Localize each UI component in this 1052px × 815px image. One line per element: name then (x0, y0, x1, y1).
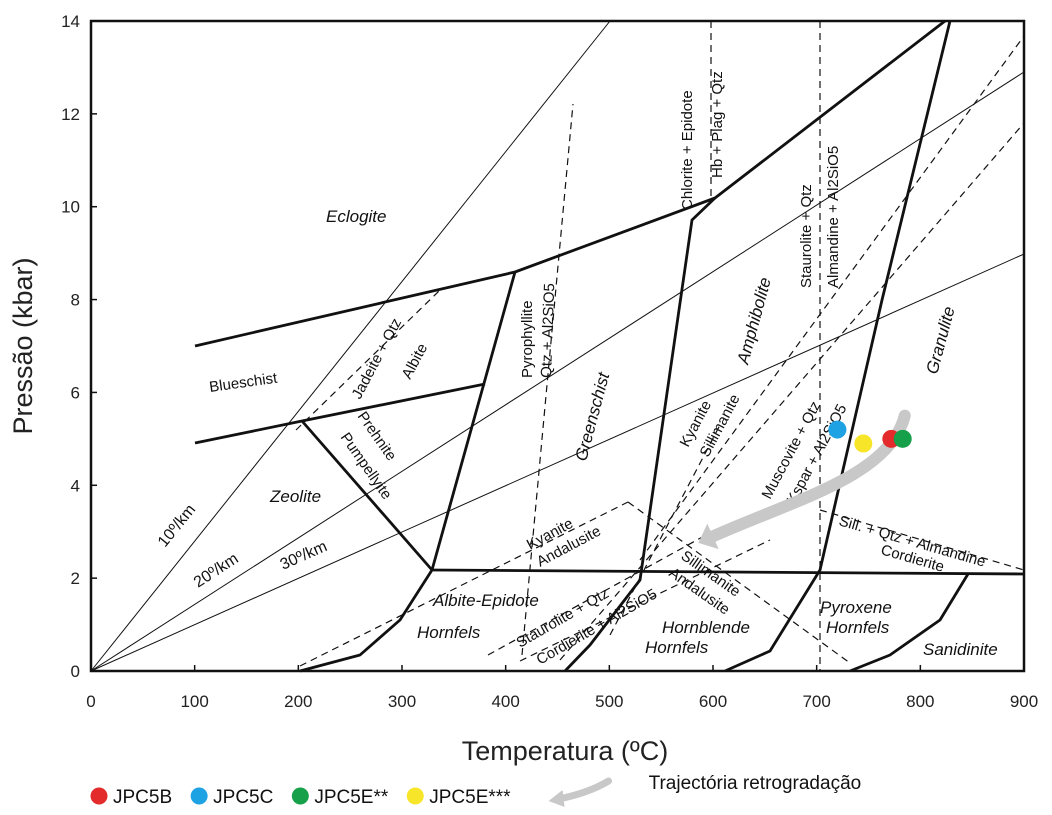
data-point-jpc5ess (893, 429, 912, 448)
prehnite-greenschist-boundary (299, 271, 517, 673)
reaction-label-pyrophyllite: Pyrophyllite (519, 300, 536, 378)
sample-points (828, 420, 912, 453)
x-tick-label: 300 (388, 692, 416, 711)
y-tick-label: 6 (71, 383, 80, 402)
facies-label-zeolite: Zeolite (269, 487, 321, 506)
x-tick-label: 0 (86, 692, 95, 711)
reaction-label-albite: Albite (399, 341, 432, 382)
reaction-label-jadeite: Jadeite + Qtz (349, 315, 406, 401)
legend-trajectory-label: Trajectória retrogradação (649, 773, 862, 794)
x-tick-label: 400 (491, 692, 519, 711)
sanidinite-boundary (849, 573, 970, 673)
facies-label-greenschist: Greenschist (572, 369, 614, 463)
staurolite-cordierite-line (519, 539, 771, 662)
zeolite-prehnite-boundary (300, 420, 434, 571)
facies-label-granulite: Granulite (923, 304, 959, 376)
andalusite-kyanite-line (299, 501, 629, 667)
y-tick-label: 2 (71, 569, 80, 588)
reaction-label-qtz-al2sio5-1: Qtz + Al2SiO5 (538, 283, 558, 378)
facies-label-amphibolite: Amphibolite (733, 275, 775, 367)
y-tick-label: 4 (71, 476, 80, 495)
facies-label-hornfels-3: Hornfels (826, 618, 890, 637)
legend-trajectory-arrowhead (548, 790, 565, 807)
y-tick-labels: 0 2 4 6 8 10 12 14 (61, 12, 80, 681)
y-tick-label: 10 (61, 198, 80, 217)
legend-marker (291, 787, 309, 805)
upper-kyanite-dash (609, 424, 721, 636)
x-tick-labels: 0 100 200 300 400 500 600 700 800 900 (86, 692, 1038, 711)
geotherm-10-line (90, 20, 611, 672)
y-tick-label: 0 (71, 662, 80, 681)
y-axis-title: Pressão (kbar) (8, 257, 38, 434)
facies-label-sanidinite: Sanidinite (923, 640, 998, 659)
facies-boundaries (194, 19, 1025, 673)
x-tick-label: 600 (699, 692, 727, 711)
lower-greenschist-dash (487, 534, 707, 656)
y-tick-label: 12 (61, 105, 80, 124)
legend-label: JPC5E*** (429, 787, 511, 808)
andalusite-sillimanite-line (627, 501, 851, 664)
reaction-label-staurolite-1: Staurolite + Qtz (798, 184, 815, 288)
legend-trajectory-arrow (555, 777, 613, 803)
x-axis-title: Temperatura (ºC) (462, 736, 668, 766)
data-point-jpc5c (828, 420, 847, 439)
y-tick-label: 14 (61, 12, 80, 31)
legend-marker (406, 787, 424, 805)
geotherm-20-line (90, 71, 1025, 672)
blueschist-boundary (194, 382, 486, 445)
legend-marker (190, 787, 208, 805)
x-tick-label: 700 (802, 692, 830, 711)
facies-label-hornfels-2: Hornfels (645, 638, 709, 657)
geotherm-labels: 10º/km 20º/km 30º/km (155, 501, 330, 591)
legend-label: JPC5B (113, 787, 172, 808)
x-tick-label: 200 (284, 692, 312, 711)
greenschist-amphibolite-boundary (563, 196, 716, 672)
facies-label-hornfels-1: Hornfels (417, 623, 481, 642)
tick-marks (90, 20, 1025, 672)
x-tick-label: 500 (595, 692, 623, 711)
facies-label-blueschist: Blueschist (208, 369, 279, 395)
legend-marker (90, 787, 108, 805)
reaction-label-almandine: Almandine + Al2SiO5 (825, 146, 842, 288)
muscovite-line (559, 122, 1025, 661)
amphibolite-granulite-boundary (724, 20, 952, 673)
legend-label: JPC5C (213, 787, 273, 808)
data-point-jpc5esss (854, 434, 873, 453)
x-tick-label: 900 (1010, 692, 1038, 711)
x-tick-label: 800 (906, 692, 934, 711)
reaction-label-hb-plag: Hb + Plag + Qtz (709, 71, 726, 178)
geotherm-label-20: 20º/km (191, 550, 242, 591)
legend: JPC5B JPC5C JPC5E** JPC5E*** Trajectória ret… (90, 773, 862, 808)
legend-label: JPC5E** (314, 787, 389, 808)
reaction-labels: Jadeite + Qtz Albite Pyrophyllite Qtz + … (349, 71, 988, 668)
reaction-lines (295, 21, 1025, 671)
reaction-label-chlorite: Chlorite + Epidote (679, 90, 696, 210)
pyrophyllite-line (521, 103, 574, 656)
y-tick-label: 8 (71, 291, 80, 310)
kyanite-sillimanite-line (639, 35, 1025, 561)
geotherm-lines (90, 20, 1025, 672)
trajectory-arrowhead (698, 523, 719, 550)
facies-label-hornblende: Hornblende (662, 618, 750, 637)
facies-label-albite-epidote: Albite-Epidote (432, 591, 539, 610)
geotherm-30-line (90, 253, 1025, 672)
facies-label-pyroxene: Pyroxene (820, 598, 892, 617)
facies-label-eclogite: Eclogite (326, 207, 386, 226)
plot-frame (89, 19, 1026, 673)
x-tick-label: 100 (180, 692, 208, 711)
eclogite-boundary (194, 19, 946, 348)
jadeite-albite-line (295, 289, 441, 431)
hornfels-boundary (431, 568, 1025, 576)
